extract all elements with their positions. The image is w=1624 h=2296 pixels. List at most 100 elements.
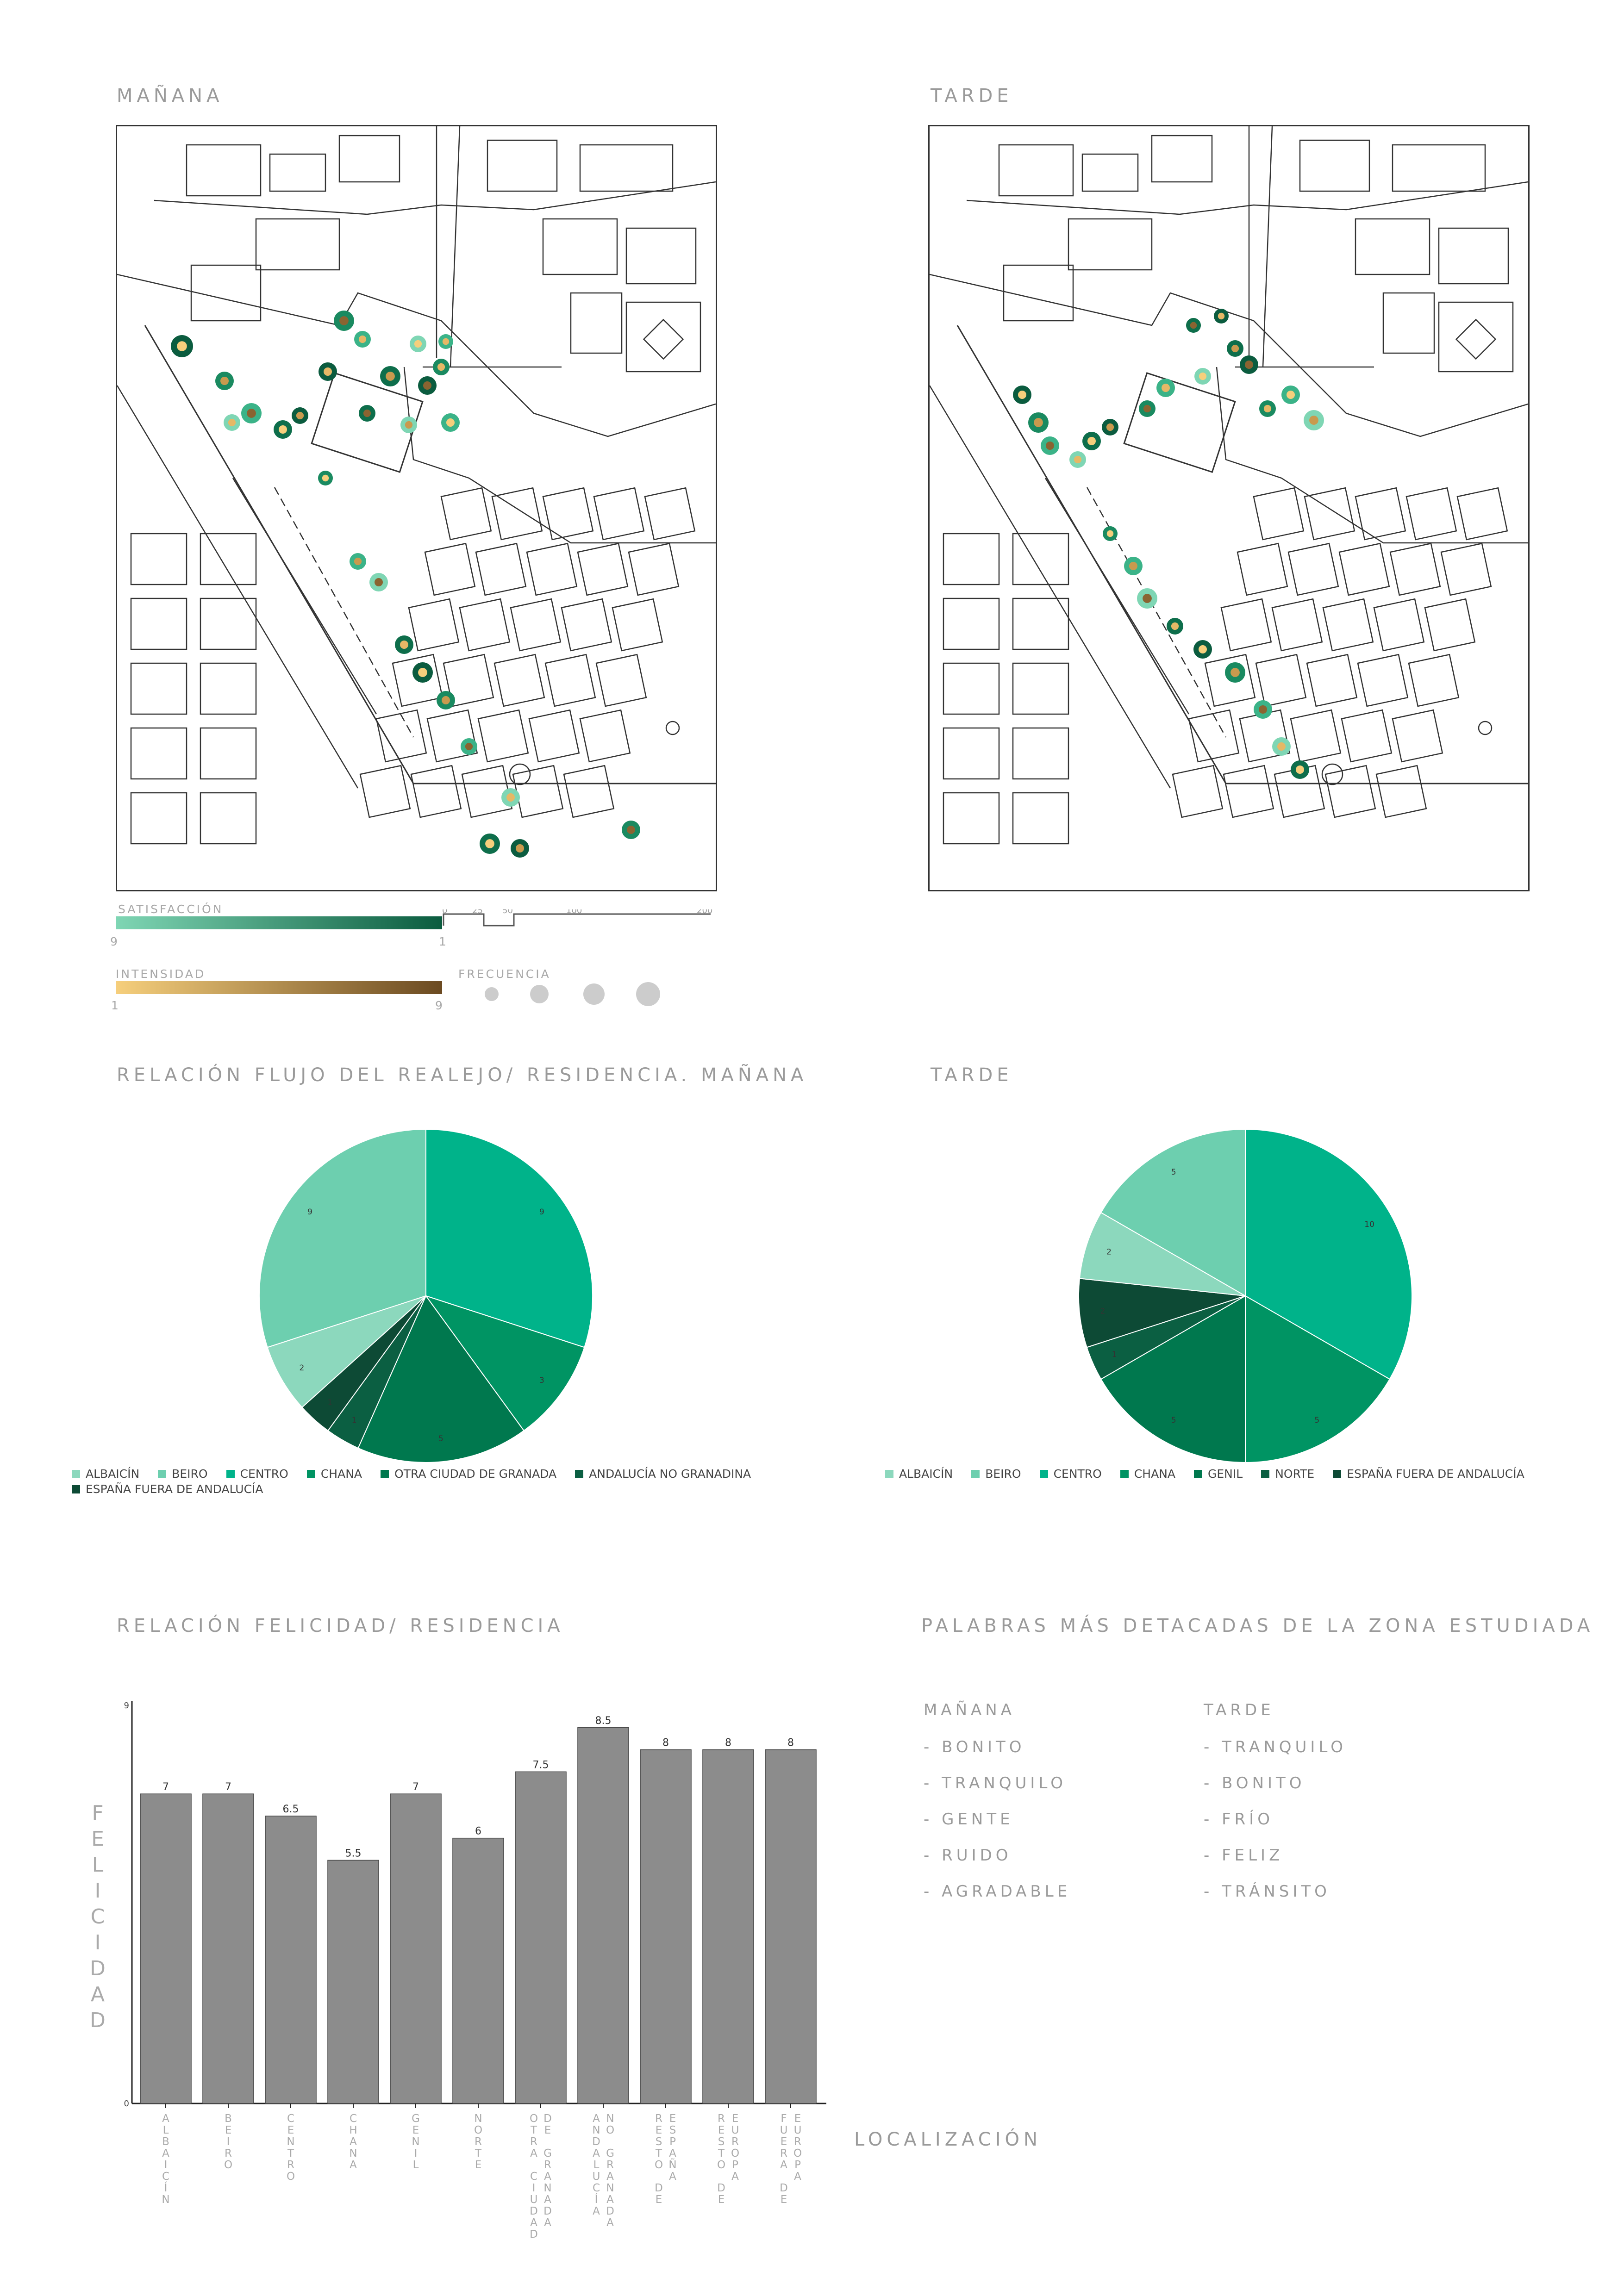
bar-value-label: 7 — [225, 1781, 231, 1793]
legend-swatch — [158, 1469, 167, 1478]
pie-slice — [1245, 1295, 1391, 1463]
frecuencia-circle-3 — [583, 983, 605, 1005]
bar-chart: 9 0 7 A L B A I C Í N 7 B E I R O 6.5 C E N T R O 5.5 C H A N A 7 G E N I L… — [124, 1701, 826, 2240]
pie-slice — [267, 1295, 426, 1408]
afternoon-map — [928, 125, 1530, 891]
pie-slice-label: 2 — [1106, 1247, 1112, 1257]
word-morning-2: - TRANQUILO — [924, 1774, 1067, 1792]
afternoon-map-title: TARDE — [931, 85, 1013, 106]
legend-label: CHANA — [1134, 1467, 1176, 1481]
pie-morning-legend: ALBAICÍN BEIRO CENTRO CHANA OTRA CIUDAD DE G… — [72, 1467, 766, 1496]
bar — [390, 1793, 442, 2104]
word-morning-4: - RUIDO — [924, 1846, 1012, 1865]
frecuencia-circles — [485, 982, 660, 1006]
legend-swatch — [885, 1469, 893, 1478]
pie-slice — [1079, 1212, 1246, 1296]
pie-slice — [425, 1295, 585, 1431]
legend-label: BEIRO — [985, 1467, 1021, 1481]
words-morning: MAÑANA - BONITO - TRANQUILO - GENTE - RU… — [924, 1701, 1071, 1918]
morning-map — [116, 125, 717, 891]
bar — [202, 1793, 254, 2104]
legend-item: ALBAICÍN — [72, 1467, 139, 1481]
legend-label: CENTRO — [240, 1467, 288, 1481]
bar — [577, 1727, 629, 2104]
intensidad-label: INTENSIDAD — [116, 967, 206, 981]
legend-label: BEIRO — [172, 1467, 208, 1481]
bar-value-label: 6 — [475, 1826, 481, 1837]
legend-swatch — [1194, 1469, 1203, 1478]
words-afternoon: TARDE - TRANQUILO - BONITO - FRÍO - FELI… — [1204, 1701, 1347, 1918]
pie-slice — [425, 1128, 593, 1348]
legend-item: CENTRO — [226, 1467, 288, 1481]
words-afternoon-head: TARDE — [1204, 1701, 1274, 1719]
word-afternoon-3: - FRÍO — [1204, 1810, 1274, 1829]
words-morning-head: MAÑANA — [924, 1701, 1015, 1719]
bar-value-label: 6.5 — [283, 1804, 299, 1815]
bar-chart-xlabel: LOCALIZACIÓN — [854, 2129, 1042, 2150]
pie-slice-label: 10 — [1364, 1220, 1374, 1229]
legend-item: GENIL — [1194, 1467, 1243, 1481]
legend-label: ANDALUCÍA NO GRANADINA — [589, 1467, 751, 1481]
pie-slice-label: 5 — [1171, 1168, 1176, 1177]
pie-slice-label: 1 — [352, 1416, 357, 1425]
pie-slice-label: 3 — [539, 1376, 544, 1385]
pie-slice-label: 9 — [539, 1207, 544, 1217]
bar-value-label: 8 — [725, 1737, 731, 1749]
legend-label: ALBAICÍN — [86, 1467, 140, 1481]
satisfaccion-label: SATISFACCIÓN — [118, 902, 224, 916]
legend-label: ALBAICÍN — [899, 1467, 953, 1481]
scale-tick-50: 50 — [502, 909, 513, 915]
bar-value-label: 8 — [787, 1737, 794, 1749]
word-afternoon-4: - FELIZ — [1204, 1846, 1284, 1865]
legend-swatch — [72, 1469, 80, 1478]
intensidad-min: 1 — [111, 999, 120, 1012]
legend-swatch — [306, 1469, 315, 1478]
legend-item: BEIRO — [971, 1467, 1021, 1481]
frecuencia-circle-1 — [485, 987, 499, 1001]
legend-swatch — [381, 1469, 389, 1478]
legend-item: ESPAÑA FUERA DE ANDALUCÍA — [1333, 1467, 1524, 1481]
bar-chart-title: RELACIÓN FELICIDAD/ RESIDENCIA — [117, 1615, 564, 1636]
bar — [452, 1837, 504, 2104]
bar-value-label: 7.5 — [533, 1759, 549, 1771]
intensidad-gradient — [116, 981, 442, 994]
legend-item: CHANA — [306, 1467, 362, 1481]
pie-slice — [357, 1295, 525, 1463]
y-tick-label: 0 — [124, 2099, 129, 2109]
y-tick-label: 9 — [124, 1701, 129, 1711]
legend-item: NORTE — [1261, 1467, 1314, 1481]
legend-item: ANDALUCÍA NO GRANADINA — [575, 1467, 751, 1481]
word-morning-1: - BONITO — [924, 1738, 1025, 1756]
word-afternoon-5: - TRÁNSITO — [1204, 1882, 1330, 1901]
word-afternoon-2: - BONITO — [1204, 1774, 1305, 1792]
legend-item: OTRA CIUDAD DE GRANADA — [381, 1467, 556, 1481]
legend-swatch — [1039, 1469, 1048, 1478]
bar — [515, 1771, 567, 2104]
legend-item: CENTRO — [1039, 1467, 1102, 1481]
legend-swatch — [575, 1469, 584, 1478]
scale-tick-0: 0 — [442, 909, 447, 915]
pie-slice — [1100, 1295, 1246, 1463]
pie-slice-label: 9 — [307, 1207, 312, 1217]
scale-tick-100: 100 — [566, 909, 582, 915]
satisfaccion-min: 9 — [110, 935, 119, 948]
legend-label: NORTE — [1275, 1467, 1315, 1481]
pie-slice-label: 5 — [1314, 1416, 1319, 1425]
pie-chart-afternoon: 10 5 5 1 2 2 5 — [1078, 1128, 1412, 1463]
pie-slice-label: 1 — [327, 1398, 332, 1407]
bar — [265, 1816, 317, 2104]
legend-swatch — [1333, 1469, 1342, 1478]
morning-map-title: MAÑANA — [117, 85, 224, 106]
frecuencia-circle-2 — [530, 985, 549, 1003]
pie-slice-label: 2 — [299, 1363, 304, 1373]
